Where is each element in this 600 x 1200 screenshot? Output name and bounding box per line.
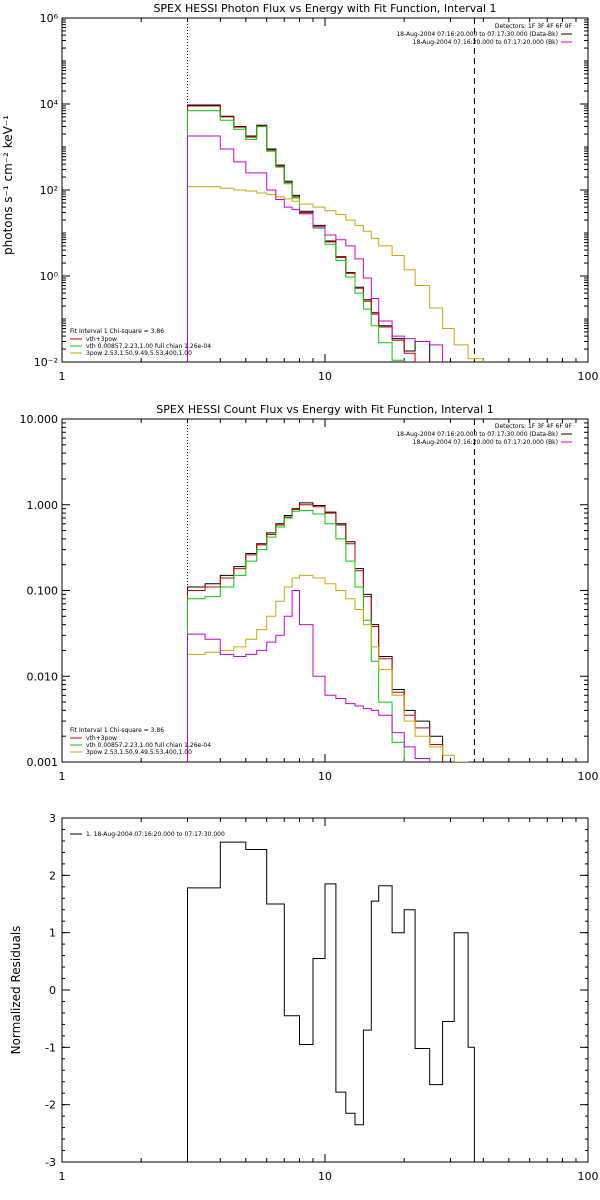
photon-y-tick-label: 10² [40,184,58,197]
photon-axes-frame [61,17,589,363]
residuals-x-tick-label: 1 [59,1170,66,1183]
residuals-y-tick-label: -1 [45,1041,56,1054]
count-y-tick-label: 0.001 [27,756,59,769]
count-legend-3pow: 3pow 2.53,1.50,9.49,5.53,400,1.00 [86,749,192,756]
photon-legend-3pow: 3pow 2.53,1.50,9.49,5.53,400,1.00 [86,350,192,357]
photon-legend-vth: vth 0.00857,2.23,1.00 full chian 1.26e-0… [86,343,211,350]
photon-series-vth-3pow [187,105,431,362]
count-series-vth-3pow [187,504,444,762]
photon-y-tick-label: 10⁶ [40,12,59,25]
photon-y-tick-label: 10⁰ [40,270,59,283]
count-plot-area: 1 10 100 0.001 0.010 0.100 1.000 10.000 [20,413,599,783]
photon-x-tick-label: 10 [318,370,332,383]
photon-x-tick-label: 1 [59,370,66,383]
count-flux-panel: SPEX HESSI Count Flux vs Energy with Fit… [20,403,599,783]
count-header-detectors: Detectors: 1F 3F 4F 6F 9F [495,423,573,430]
photon-header-data-bk: 18-Aug-2004 07:16:20.000 to 07:17:30.000… [396,31,558,38]
count-chart-title: SPEX HESSI Count Flux vs Energy with Fit… [156,403,493,416]
count-axes-frame [61,418,589,763]
residuals-y-tick-label: 0 [49,984,56,997]
photon-header-detectors: Detectors: 1F 3F 4F 6F 9F [495,23,573,30]
residuals-y-tick-label: -2 [45,1099,56,1112]
residuals-plot-area: 1 10 100 -3 -2 -1 0 1 2 3 [45,812,599,1183]
photon-y-tick-label: 10⁴ [40,98,59,111]
photon-y-tick-label: 10⁻² [34,356,58,369]
count-legend-vth3pow: vth+3pow [86,735,117,742]
count-legend-title: Fit Interval 1 Chi-square = 3.86 [70,727,164,734]
photon-series-data-bk [187,104,431,362]
residuals-x-tick-label: 100 [578,1170,599,1183]
photon-series-3pow [187,186,484,362]
photon-series-bk [187,135,444,362]
photon-flux-panel: SPEX HESSI Photon Flux vs Energy with Fi… [1,2,599,383]
residuals-y-tick-label: -3 [45,1156,56,1169]
photon-chart-title: SPEX HESSI Photon Flux vs Energy with Fi… [153,2,496,15]
residuals-y-tick-label: 3 [49,812,56,825]
count-y-tick-label: 1.000 [27,499,59,512]
count-x-tick-label: 1 [59,770,66,783]
photon-y-axis-label: photons s⁻¹ cm⁻² keV⁻¹ [1,115,15,255]
residuals-legend-label: 1. 18-Aug-2004 07:16:20.000 to 07:17:30.… [86,831,225,838]
photon-plot-area: 1 10 100 10⁻² 10⁰ 10² 10⁴ 10⁶ [34,12,599,383]
count-header-data-bk: 18-Aug-2004 07:16:20.000 to 07:17:30.000… [396,431,558,438]
photon-header-bk: 18-Aug-2004 07:16:20.000 to 07:17:20.000… [413,39,558,46]
photon-legend-vth3pow: vth+3pow [86,336,117,343]
count-y-tick-label: 0.100 [27,585,59,598]
residuals-x-tick-label: 10 [318,1170,332,1183]
residuals-panel: Normalized Residuals 1 10 100 -3 -2 -1 0 1 2 3 1.… [9,812,599,1183]
count-x-tick-label: 10 [318,770,332,783]
count-y-tick-label: 0.010 [27,670,59,683]
residuals-y-tick-label: 1 [49,927,56,940]
count-series-bk [187,590,431,762]
residuals-series-1-18-aug-2004-07-16-20-000-to-07-17-30-000 [187,841,475,1162]
photon-legend-title: Fit Interval 1 Chi-square = 3.86 [70,328,164,335]
residuals-y-tick-label: 2 [49,869,56,882]
photon-x-tick-label: 100 [578,370,599,383]
count-legend-vth: vth 0.00857,2.23,1.00 full chian 1.26e-0… [86,742,211,749]
residuals-y-axis-label: Normalized Residuals [9,926,23,1055]
count-y-tick-label: 10.000 [20,413,59,426]
count-series-data-bk [187,502,444,762]
count-x-tick-label: 100 [578,770,599,783]
residuals-axes-frame [61,817,589,1163]
count-series-3pow [187,574,469,762]
count-header-bk: 18-Aug-2004 07:16:20.000 to 07:17:20.000… [413,439,558,446]
